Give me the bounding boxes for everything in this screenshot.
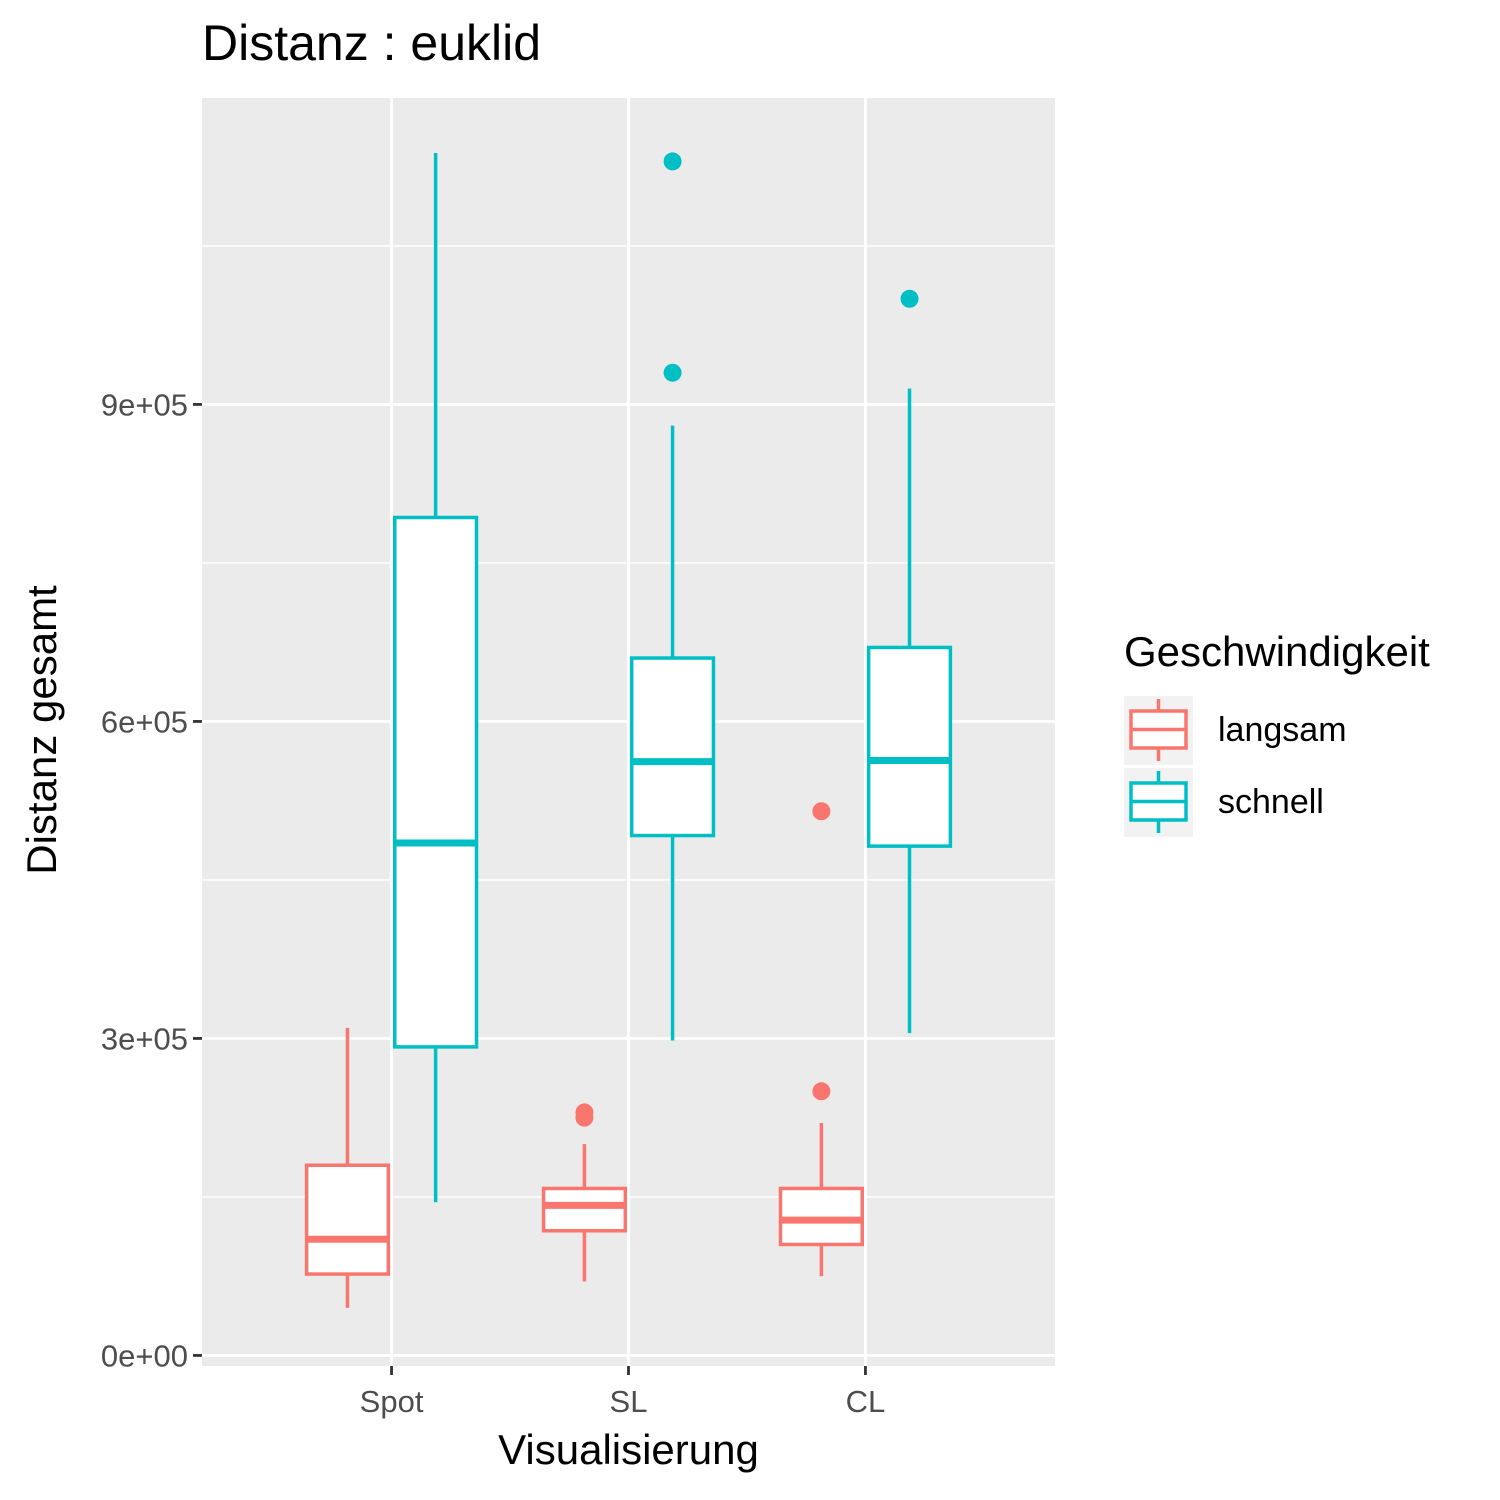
outlier-point [900,289,919,308]
y-axis-label: Distanz gesamt [18,585,65,875]
x-tick-label: CL [846,1384,886,1419]
box-iqr [629,656,716,838]
x-tick-label: Spot [360,1384,424,1419]
legend-title: Geschwindigkeit [1124,628,1430,675]
chart-title: Distanz : euklid [202,15,542,71]
outlier-point [663,363,682,382]
y-tick-label: 6e+05 [101,704,188,739]
box-iqr [778,1186,864,1247]
x-axis-label: Visualisierung [498,1426,759,1473]
y-tick-label: 0e+00 [101,1338,188,1373]
y-tick-label: 3e+05 [101,1021,188,1056]
outlier-point [812,802,831,821]
legend-label-schnell: schnell [1218,783,1324,821]
x-tick-label: SL [610,1384,648,1419]
outlier-point [575,1103,594,1122]
box-iqr [393,515,479,1049]
box-iqr [304,1163,391,1276]
y-tick-label: 9e+05 [101,387,188,422]
outlier-point [663,152,682,171]
legend-label-langsam: langsam [1218,711,1347,749]
outlier-point [812,1082,831,1101]
box-iqr [541,1186,628,1233]
box-iqr [866,645,953,848]
